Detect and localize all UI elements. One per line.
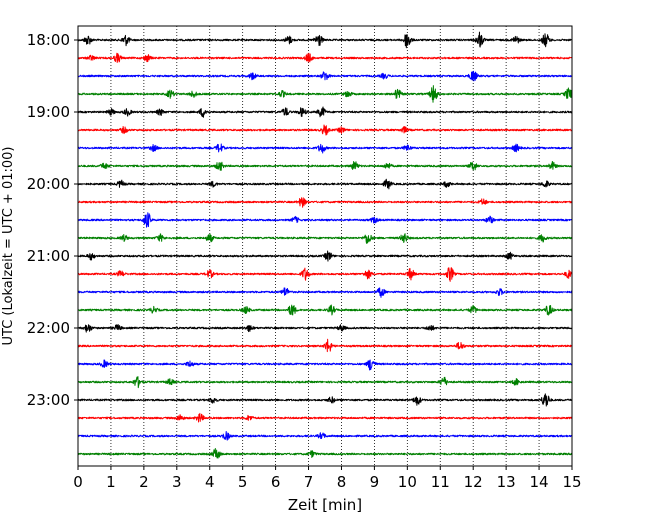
x-tick-label: 15	[562, 473, 581, 491]
seismogram-trace	[77, 233, 573, 244]
x-tick-label: 0	[73, 473, 83, 491]
seismogram-trace	[77, 324, 573, 333]
x-tick-label: 12	[464, 473, 483, 491]
seismogram-trace	[77, 85, 573, 103]
seismogram-trace	[77, 304, 573, 316]
x-tick-label: 5	[238, 473, 248, 491]
seismogram-trace	[77, 430, 573, 441]
y-tick-label: 20:00	[27, 175, 70, 193]
x-tick-label: 7	[304, 473, 314, 491]
seismogram-trace	[77, 143, 573, 154]
x-tick-label: 4	[205, 473, 215, 491]
y-tick-label: 18:00	[27, 31, 70, 49]
seismogram-trace	[77, 161, 573, 171]
x-tick-label: 14	[530, 473, 549, 491]
x-tick-label: 9	[370, 473, 380, 491]
seismogram-trace	[77, 287, 573, 298]
x-tick-label: 1	[106, 473, 116, 491]
y-tick-label: 21:00	[27, 247, 70, 265]
x-tick-label: 8	[337, 473, 347, 491]
seismogram-trace	[77, 359, 573, 371]
x-tick-label: 11	[431, 473, 450, 491]
plot-frame	[77, 25, 573, 467]
x-tick-label: 2	[139, 473, 149, 491]
x-axis-title: Zeit [min]	[288, 496, 362, 514]
y-tick-label: 22:00	[27, 319, 70, 337]
trace-layer	[77, 31, 573, 459]
x-tick-label: 13	[497, 473, 516, 491]
x-tick-label: 3	[172, 473, 182, 491]
seismogram-trace	[77, 106, 573, 118]
seismogram-trace	[77, 70, 573, 82]
seismogram-trace	[77, 393, 573, 407]
seismogram-trace	[77, 267, 573, 282]
seismogram-trace	[77, 124, 573, 136]
seismogram-trace	[77, 448, 573, 459]
y-axis-title: UTC (Lokalzeit = UTC + 01:00)	[1, 147, 16, 346]
seismogram-trace	[77, 412, 573, 423]
seismogram-trace	[77, 197, 573, 208]
y-tick-label: 23:00	[27, 391, 70, 409]
seismogram-trace	[77, 31, 573, 49]
seismogram-trace	[77, 212, 573, 228]
y-tick-label: 19:00	[27, 103, 70, 121]
seismogram-trace	[77, 52, 573, 63]
x-axis: 0 1 2 3 4 5 6 7 8 9 10 11 12 13 14 15	[73, 466, 582, 491]
grid-layer	[110, 26, 540, 466]
x-tick-label: 6	[271, 473, 281, 491]
seismogram-trace	[77, 250, 573, 262]
seismogram-trace	[77, 338, 573, 353]
y-axis: 18:00 19:00 20:00 21:00 22:00 23:00	[27, 31, 78, 409]
seismogram-trace	[77, 376, 573, 389]
x-tick-label: 10	[398, 473, 417, 491]
seismogram-trace	[77, 178, 573, 190]
